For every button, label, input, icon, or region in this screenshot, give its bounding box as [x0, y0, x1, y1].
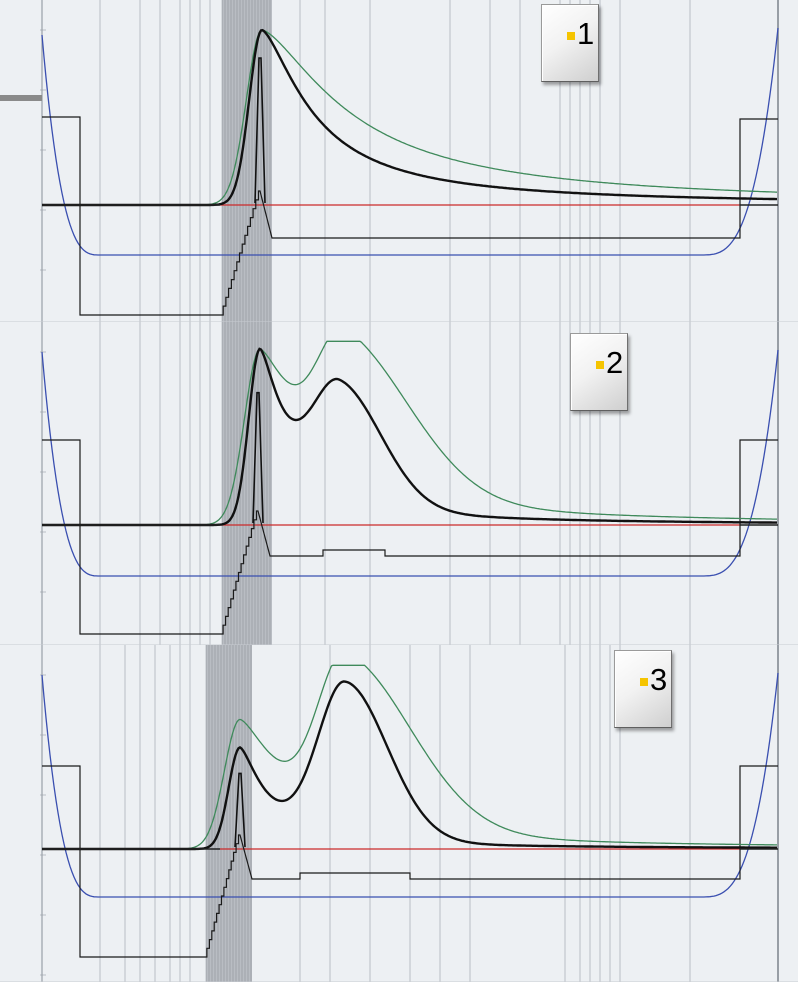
chart-panel-2 — [0, 322, 798, 646]
panel-1-tag-label: 1 — [577, 16, 595, 51]
bullet-icon — [596, 361, 604, 369]
panel-background — [0, 645, 798, 982]
panel-1-tag-button[interactable]: 1 — [541, 4, 599, 82]
panel-background — [0, 322, 798, 645]
step-curve — [42, 116, 778, 316]
panel-2-tag-button[interactable]: 2 — [570, 333, 628, 411]
header-rule — [0, 95, 42, 101]
blue-curve — [41, 349, 779, 577]
narrow-spike — [234, 772, 246, 848]
step-curve — [42, 439, 778, 635]
panel-3-tag-button[interactable]: 3 — [614, 650, 672, 728]
narrow-spike — [252, 391, 264, 524]
shaded-band — [222, 322, 272, 645]
chart-panel-1 — [0, 0, 798, 323]
panel-background — [0, 0, 798, 322]
blue-curve — [41, 672, 779, 898]
bullet-icon — [567, 32, 575, 40]
narrow-spike — [254, 57, 266, 204]
bullet-icon — [640, 678, 648, 686]
step-curve — [42, 765, 778, 958]
panel-3-tag-label: 3 — [650, 662, 668, 697]
panel-2-tag-label: 2 — [606, 345, 624, 380]
chart-panel-3 — [0, 645, 798, 982]
blue-curve — [41, 27, 779, 256]
